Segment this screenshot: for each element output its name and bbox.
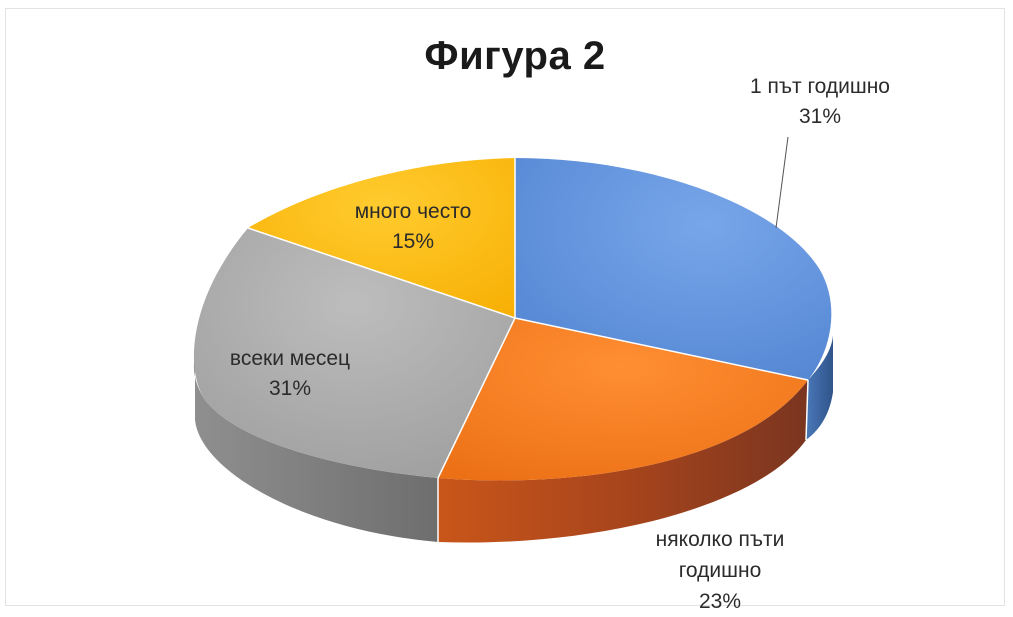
slice-separators [247,158,809,542]
label-mnogo-chesto-percent: 15% [391,230,435,253]
slice-side-gray [193,355,438,542]
label-1-pat-godishno: 1 път годишно 31% [735,72,905,132]
label-vseki-mesec: всеки месец 31% [205,344,375,404]
label-mnogo-chesto: много често 15% [333,197,493,257]
chart-border [5,8,1005,606]
slice-yellow [248,158,515,318]
label-1-pat-godishno-percent: 31% [798,105,842,128]
slice-orange [438,318,808,481]
label-nyakolko-pati: няколко пъти годишно 23% [635,524,805,617]
slice-side-blue [806,335,833,440]
slice-gray [193,228,515,478]
label-nyakolko-pati-line1: няколко пъти [655,528,785,551]
leader-line [775,136,789,229]
label-vseki-mesec-percent: 31% [268,377,312,400]
label-nyakolko-pati-line2: годишно [678,559,762,582]
label-vseki-mesec-name: всеки месец [229,347,351,370]
chart-title: Фигура 2 [424,34,606,78]
label-nyakolko-pati-percent: 23% [698,590,742,613]
label-1-pat-godishno-name: 1 път годишно [750,75,890,98]
slice-blue [515,158,832,380]
slice-side-orange [438,380,808,543]
label-mnogo-chesto-name: много често [354,200,472,223]
